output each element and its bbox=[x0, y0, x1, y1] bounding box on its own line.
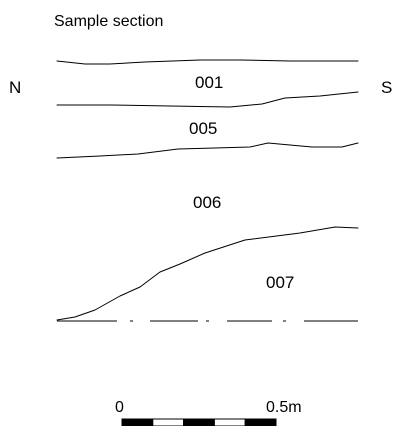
context-label-001: 001 bbox=[195, 73, 223, 92]
figure-title: Sample section bbox=[54, 13, 163, 30]
north-label: N bbox=[9, 78, 21, 97]
scale-bar-segment bbox=[121, 418, 154, 426]
south-label: S bbox=[381, 78, 392, 97]
scale-start-label: 0 bbox=[115, 399, 124, 416]
scale-bar-segment bbox=[152, 418, 185, 426]
scale-bar bbox=[121, 418, 277, 426]
scale-bar-segment bbox=[183, 418, 215, 426]
context-label-006: 006 bbox=[193, 193, 221, 212]
ground-surface-line bbox=[56, 59, 359, 65]
context-label-007: 007 bbox=[266, 273, 294, 292]
scale-bar-segment bbox=[213, 418, 246, 426]
context-label-005: 005 bbox=[189, 119, 217, 138]
scale-bar-segment bbox=[244, 418, 277, 426]
boundary-005-006-line bbox=[56, 142, 359, 159]
scale-end-label: 0.5m bbox=[266, 399, 302, 416]
boundary-006-007-line bbox=[56, 226, 359, 321]
boundary-001-005-line bbox=[56, 91, 359, 108]
